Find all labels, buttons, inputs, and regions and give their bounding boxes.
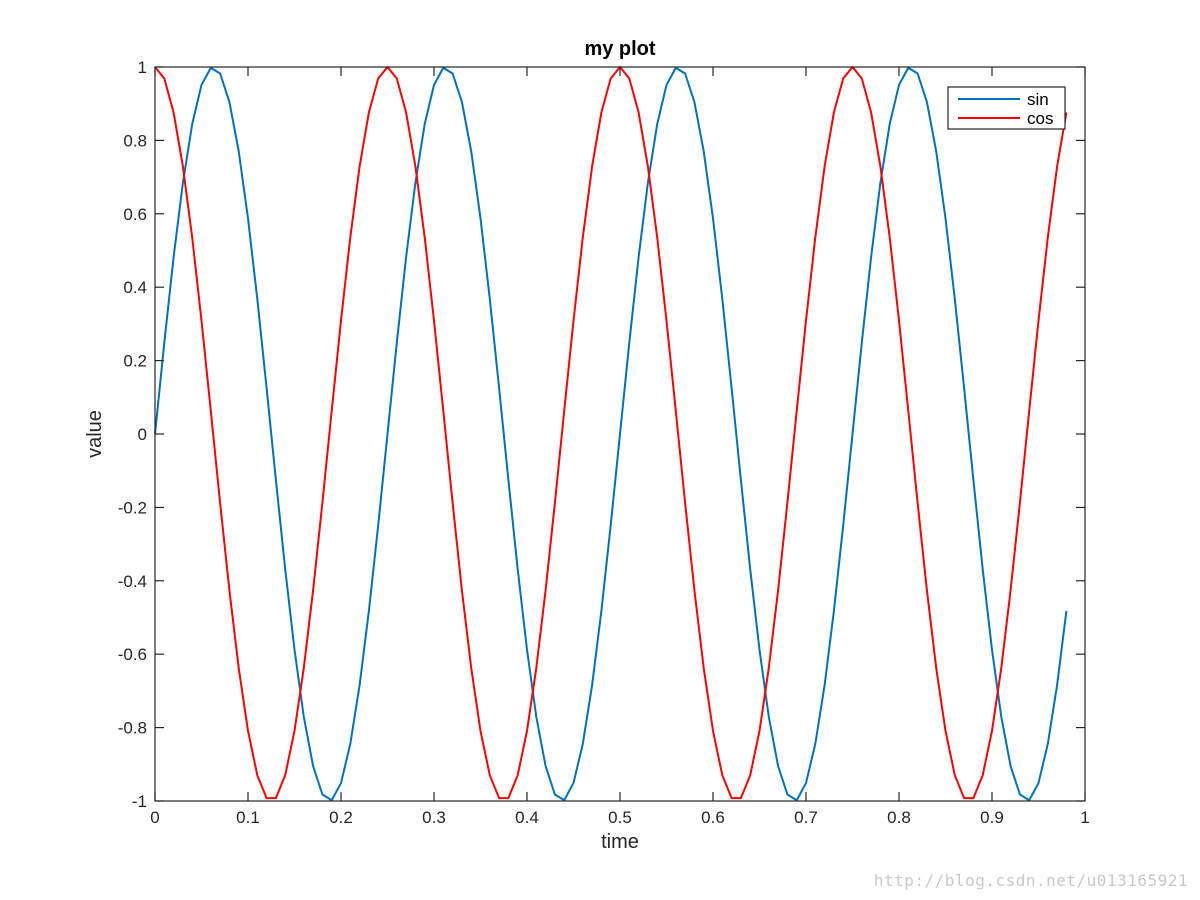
y-axis-label: value <box>84 410 106 458</box>
x-tick-label: 0.5 <box>608 808 632 827</box>
x-tick-label: 0.4 <box>515 808 539 827</box>
y-tick-label: 0.4 <box>123 278 147 297</box>
chart-title: my plot <box>584 38 655 60</box>
legend-label-sin: sin <box>1027 90 1049 109</box>
y-tick-label: -1 <box>132 792 147 811</box>
y-tick-label: -0.4 <box>118 572 147 591</box>
x-tick-label: 0.6 <box>701 808 725 827</box>
y-tick-label: 0 <box>138 425 147 444</box>
plot-area <box>154 66 1068 802</box>
x-tick-label: 0.2 <box>329 808 353 827</box>
y-tick-label: 1 <box>138 58 147 77</box>
legend: sin cos <box>947 86 1066 130</box>
series-line-sin <box>154 66 1068 802</box>
x-tick-label: 0.9 <box>980 808 1004 827</box>
y-tick-label: -0.8 <box>118 719 147 738</box>
legend-box <box>947 86 1066 130</box>
series-line-cos <box>154 66 1068 800</box>
x-tick-label: 0.8 <box>887 808 911 827</box>
x-axis-label: time <box>601 831 639 853</box>
y-tick-label: 0.8 <box>123 131 147 150</box>
watermark-text: http://blog.csdn.net/u013165921 <box>873 871 1188 890</box>
y-tick-label: 0.2 <box>123 352 147 371</box>
y-tick-label: 0.6 <box>123 205 147 224</box>
axis-ticks <box>154 66 1086 802</box>
x-tick-label: 1 <box>1080 808 1089 827</box>
legend-label-cos: cos <box>1027 109 1053 128</box>
axis-tick-labels: 0 0.1 0.2 0.3 0.4 0.5 0.6 0.7 0.8 0.9 1 -1 -0.8 -0.6 -… <box>118 58 1090 827</box>
x-tick-label: 0 <box>150 808 159 827</box>
x-tick-label: 0.3 <box>422 808 446 827</box>
y-tick-label: -0.6 <box>118 645 147 664</box>
y-tick-label: -0.2 <box>118 498 147 517</box>
x-tick-label: 0.7 <box>794 808 818 827</box>
x-tick-label: 0.1 <box>236 808 260 827</box>
